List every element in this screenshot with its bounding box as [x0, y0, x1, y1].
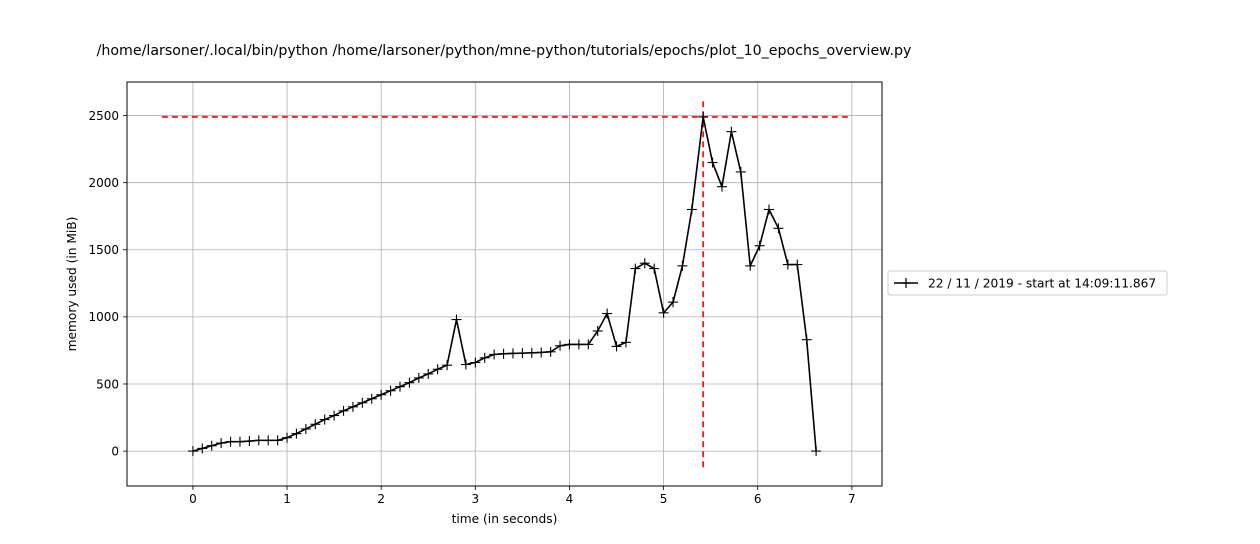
data-point-marker — [253, 435, 264, 446]
data-point-marker — [319, 414, 330, 425]
data-point-marker — [602, 308, 613, 319]
data-point-marker — [366, 393, 377, 404]
x-tick-label: 5 — [660, 492, 668, 506]
data-point-marker — [489, 349, 500, 360]
memory-series — [187, 111, 822, 457]
data-point-marker — [282, 432, 293, 443]
data-point-marker — [413, 372, 424, 383]
data-point-marker — [517, 348, 528, 359]
data-point-marker — [404, 377, 415, 388]
chart-title: /home/larsoner/.local/bin/python /home/l… — [97, 43, 912, 59]
y-tick-label: 1000 — [88, 310, 119, 324]
data-point-marker — [432, 364, 443, 375]
x-tick-label: 6 — [754, 492, 762, 506]
data-point-marker — [300, 423, 311, 434]
data-point-marker — [376, 389, 387, 400]
x-tick-label: 7 — [848, 492, 856, 506]
data-point-marker — [470, 357, 481, 368]
data-point-marker — [716, 181, 727, 192]
data-point-marker — [187, 446, 198, 457]
data-point-marker — [545, 346, 556, 357]
data-point-marker — [592, 325, 603, 336]
y-tick-label: 2000 — [88, 176, 119, 190]
x-tick-label: 4 — [566, 492, 574, 506]
data-point-marker — [225, 436, 236, 447]
data-point-marker — [745, 260, 756, 271]
data-point-marker — [792, 259, 803, 270]
data-point-marker — [773, 223, 784, 234]
data-point-marker — [639, 258, 650, 269]
data-point-marker — [611, 341, 622, 352]
data-point-marker — [630, 263, 641, 274]
y-tick-label: 2500 — [88, 109, 119, 123]
data-point-marker — [498, 348, 509, 359]
data-point-marker — [197, 443, 208, 454]
y-axis-ticks: 0 500 1000 1500 2000 2500 — [88, 109, 127, 458]
data-point-marker — [216, 438, 227, 449]
legend-box — [887, 270, 1168, 296]
x-tick-label: 1 — [283, 492, 291, 506]
data-point-marker — [244, 436, 255, 447]
data-point-marker — [555, 340, 566, 351]
peak-reference-lines — [161, 99, 850, 468]
data-point-marker — [764, 204, 775, 215]
data-point-marker — [649, 263, 660, 274]
data-point-marker — [658, 307, 669, 318]
grid-lines — [127, 82, 882, 486]
data-point-marker — [395, 381, 406, 392]
data-point-marker — [423, 368, 434, 379]
y-tick-label: 500 — [96, 377, 119, 391]
data-point-marker — [347, 401, 358, 412]
data-point-marker — [329, 410, 340, 421]
data-point-marker — [573, 339, 584, 350]
data-point-marker — [801, 334, 812, 345]
data-point-marker — [460, 359, 471, 370]
data-point-marker — [668, 297, 679, 308]
x-tick-label: 0 — [189, 492, 197, 506]
data-point-marker — [698, 111, 709, 122]
y-axis-label: memory used (in MiB) — [65, 217, 79, 352]
data-point-marker — [811, 446, 822, 457]
data-point-marker — [357, 397, 368, 408]
data-point-marker — [735, 166, 746, 177]
data-point-marker — [272, 435, 283, 446]
legend: 22 / 11 / 2019 - start at 14:09:11.867 — [887, 270, 1168, 296]
legend-series-label: 22 / 11 / 2019 - start at 14:09:11.867 — [928, 277, 1156, 291]
data-point-marker — [754, 240, 765, 251]
data-point-marker — [526, 347, 537, 358]
x-axis-label: time (in seconds) — [452, 512, 558, 526]
data-point-marker — [310, 419, 321, 430]
data-point-marker — [620, 337, 631, 348]
data-point-marker — [536, 347, 547, 358]
data-point-marker — [338, 405, 349, 416]
data-point-marker — [451, 314, 462, 325]
data-point-marker — [263, 435, 274, 446]
y-tick-label: 0 — [111, 444, 119, 458]
x-tick-label: 3 — [471, 492, 479, 506]
data-point-marker — [782, 259, 793, 270]
data-point-marker — [564, 339, 575, 350]
data-point-marker — [686, 204, 697, 215]
data-point-marker — [234, 436, 245, 447]
data-point-marker — [291, 428, 302, 439]
data-point-marker — [206, 440, 217, 451]
y-tick-label: 1500 — [88, 243, 119, 257]
data-point-marker — [726, 126, 737, 137]
data-point-marker — [385, 385, 396, 396]
plot-area-frame — [126, 81, 883, 487]
data-point-marker — [707, 157, 718, 168]
data-point-marker — [507, 348, 518, 359]
x-axis-ticks: 0 1 2 3 4 5 6 7 — [189, 486, 856, 506]
memory-usage-line — [192, 116, 817, 452]
data-point-marker — [479, 352, 490, 363]
data-point-marker — [583, 339, 594, 350]
x-tick-label: 2 — [377, 492, 385, 506]
data-point-marker — [442, 360, 453, 371]
data-point-marker — [677, 260, 688, 271]
